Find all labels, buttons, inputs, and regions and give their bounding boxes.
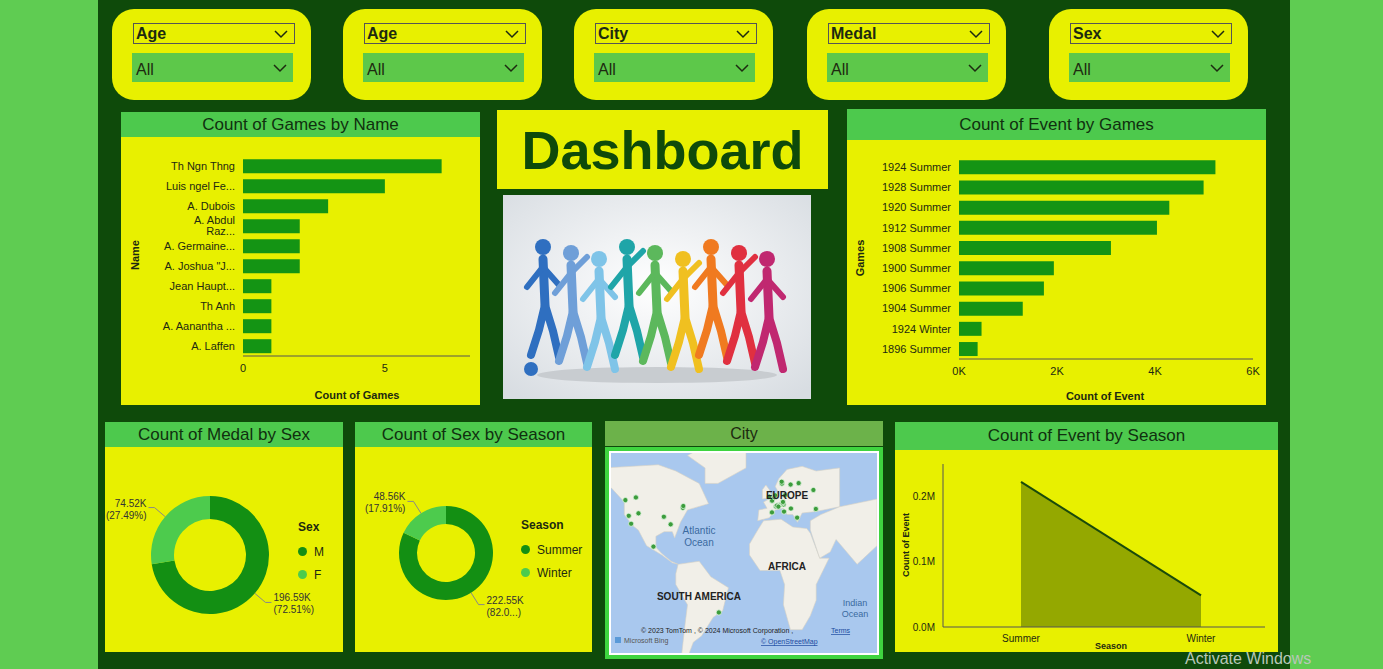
svg-text:Luis ngel Fe...: Luis ngel Fe... <box>166 180 235 192</box>
html-text:Season: Season <box>521 518 564 532</box>
svg-text:SOUTH AMERICA: SOUTH AMERICA <box>657 591 741 602</box>
svg-text:1924 Winter: 1924 Winter <box>892 323 952 335</box>
html-text:Dashboard: Dashboard <box>521 119 804 180</box>
svg-text:A. Laffen: A. Laffen <box>191 340 235 352</box>
svg-text:0.1M: 0.1M <box>913 556 935 567</box>
svg-text:0.2M: 0.2M <box>913 491 935 502</box>
svg-text:Winter: Winter <box>1187 633 1217 644</box>
svg-text:Th Ngn Thng: Th Ngn Thng <box>171 160 235 172</box>
svg-text:A. Joshua "J...: A. Joshua "J... <box>164 260 235 272</box>
html-text:Name: Name <box>129 240 141 270</box>
html-text:Age: Age <box>367 25 398 42</box>
html-text:Sex: Sex <box>298 520 320 534</box>
html-text:Count of Event: Count of Event <box>1065 390 1145 402</box>
html-text:Sex: Sex <box>1073 25 1102 42</box>
svg-text:0K: 0K <box>952 365 966 377</box>
html-text:City: City <box>730 424 758 442</box>
svg-text:© OpenStreetMap: © OpenStreetMap <box>761 638 818 646</box>
svg-text:Microsoft Bing: Microsoft Bing <box>624 637 668 645</box>
html-text:F: F <box>314 567 322 582</box>
html-text:Summer: Summer <box>537 542 583 557</box>
svg-text:1900 Summer: 1900 Summer <box>882 262 951 274</box>
html-text:Count of Games: Count of Games <box>314 389 400 401</box>
svg-text:Summer: Summer <box>1002 633 1040 644</box>
html-text:All: All <box>367 61 385 78</box>
html-text:All: All <box>831 61 849 78</box>
svg-text:5: 5 <box>382 362 388 374</box>
html-text:All: All <box>136 61 154 78</box>
svg-text:74.52K(27.49%): 74.52K(27.49%) <box>106 498 147 521</box>
html-text:Activate Windows: Activate Windows <box>1185 650 1312 667</box>
svg-text:196.59K(72.51%): 196.59K(72.51%) <box>273 592 314 615</box>
svg-text:4K: 4K <box>1148 365 1162 377</box>
svg-text:1924 Summer: 1924 Summer <box>882 161 951 173</box>
html-text:Medal: Medal <box>831 25 877 42</box>
html-text:Count of Event: Count of Event <box>901 513 911 577</box>
html-text:Games: Games <box>854 239 866 277</box>
html-text:M: M <box>314 544 324 559</box>
svg-text:1906 Summer: 1906 Summer <box>882 282 951 294</box>
svg-text:2K: 2K <box>1050 365 1064 377</box>
svg-text:0: 0 <box>240 362 246 374</box>
html-text:City: City <box>598 25 629 42</box>
svg-text:1904 Summer: 1904 Summer <box>882 302 951 314</box>
html-text:Count of Games by Name: Count of Games by Name <box>202 114 399 134</box>
svg-text:IndianOcean: IndianOcean <box>842 598 869 619</box>
html-text:Count of Medal by Sex: Count of Medal by Sex <box>138 424 310 444</box>
html-text:Age: Age <box>136 25 167 42</box>
svg-text:A. Dubois: A. Dubois <box>187 200 235 212</box>
html-text:Season: Season <box>1095 641 1127 651</box>
svg-text:Terms: Terms <box>831 627 851 634</box>
html-text:Count of Sex by Season: Count of Sex by Season <box>381 424 566 444</box>
svg-text:0.0M: 0.0M <box>913 622 935 633</box>
html-text:Winter: Winter <box>537 565 572 580</box>
svg-text:Jean Haupt...: Jean Haupt... <box>170 280 235 292</box>
svg-text:1928 Summer: 1928 Summer <box>882 181 951 193</box>
html-text:Count of Event by Season: Count of Event by Season <box>987 426 1186 445</box>
html-text:All: All <box>1073 61 1091 78</box>
svg-text:AFRICA: AFRICA <box>768 561 806 572</box>
svg-text:A. AbdulRaz...: A. AbdulRaz... <box>194 214 235 237</box>
svg-text:EUROPE: EUROPE <box>766 490 809 501</box>
svg-text:1912 Summer: 1912 Summer <box>882 222 951 234</box>
svg-text:1920 Summer: 1920 Summer <box>882 201 951 213</box>
svg-text:1896 Summer: 1896 Summer <box>882 343 951 355</box>
html-text:Count of Event by Games: Count of Event by Games <box>959 114 1154 134</box>
svg-text:© 2023 TomTom , © 2024 Microso: © 2023 TomTom , © 2024 Microsoft Corpora… <box>641 627 793 635</box>
svg-text:48.56K(17.91%): 48.56K(17.91%) <box>365 491 406 514</box>
svg-text:6K: 6K <box>1246 365 1260 377</box>
svg-text:A. Aanantha ...: A. Aanantha ... <box>163 320 235 332</box>
svg-text:222.55K(82.0...): 222.55K(82.0...) <box>487 595 525 618</box>
svg-text:Th Anh: Th Anh <box>200 300 235 312</box>
html-text:All: All <box>598 61 616 78</box>
svg-text:A. Germaine...: A. Germaine... <box>164 240 235 252</box>
svg-text:AtlanticOcean: AtlanticOcean <box>683 525 716 548</box>
svg-text:1908 Summer: 1908 Summer <box>882 242 951 254</box>
